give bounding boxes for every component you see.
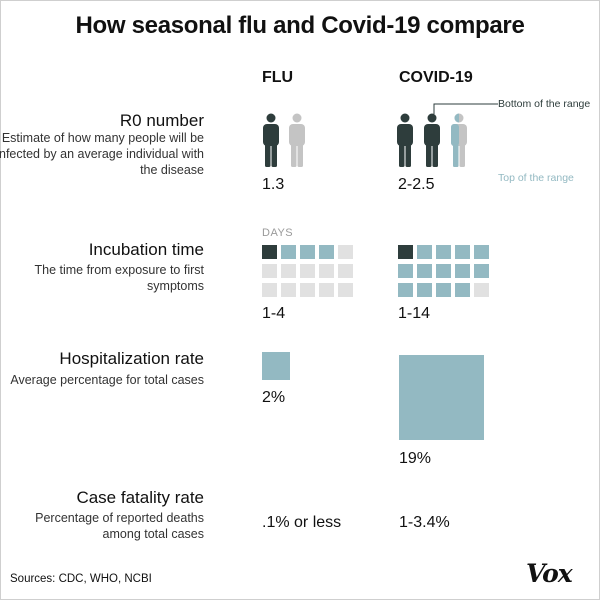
flu-incubation-value: 1-4 [262,305,286,322]
r0-title: R0 number [119,111,204,130]
flu-day-cell-empty [262,264,277,278]
flu-day-cell-empty [281,264,296,278]
flu-day-cell-empty [338,283,353,297]
person-icon [263,113,279,167]
flu-fatality-value: .1% or less [262,514,342,531]
covid-day-cell-top [455,264,470,278]
fatality-description: Percentage of reported deaths among tota… [35,511,204,541]
legend-top-of-range: Top of the range [498,172,574,184]
incubation-description: The time from exposure to first symptoms [34,263,204,293]
person-icon [289,113,305,167]
covid-day-cell-top [455,245,470,259]
flu-day-cell-empty [300,264,315,278]
covid-incubation-value: 1-14 [398,305,431,322]
vox-logo: Vox [526,559,573,588]
hospitalization-description: Average percentage for total cases [10,373,204,387]
flu-day-cell-empty [338,264,353,278]
hospitalization-title: Hospitalization rate [59,349,204,368]
covid-day-cell-top [417,264,432,278]
person-icon [397,113,413,167]
flu-incubation-grid [262,245,353,297]
flu-day-cell-empty [262,283,277,297]
covid-day-cell-bottom [398,245,413,259]
flu-day-cell-empty [338,245,353,259]
covid-day-cell-top [474,264,489,278]
sources-credit: Sources: CDC, WHO, NCBI [10,573,152,585]
flu-day-cell-top [300,245,315,259]
flu-day-cell-top [319,245,334,259]
covid-day-cell-top [417,283,432,297]
flu-day-cell-bottom [262,245,277,259]
column-header-flu: FLU [262,69,294,86]
covid-day-cell-empty [474,283,489,297]
covid-incubation-grid [398,245,489,297]
flu-hospitalization-square [262,352,290,380]
annotation-leader-line [433,103,498,114]
flu-day-cell-top [281,245,296,259]
column-header-covid: COVID-19 [399,69,473,86]
fatality-title: Case fatality rate [76,488,204,507]
covid-day-cell-top [398,283,413,297]
covid-day-cell-top [436,264,451,278]
covid-day-cell-top [474,245,489,259]
days-label: DAYS [262,227,294,239]
incubation-title: Incubation time [88,240,204,259]
half-person-icon [451,113,467,167]
r0-description: Estimate of how many people will be infe… [0,131,204,177]
covid-hospitalization-square [399,355,484,440]
covid-day-cell-top [417,245,432,259]
page-title: How seasonal flu and Covid-19 compare [75,12,525,39]
covid-day-cell-top [398,264,413,278]
flu-day-cell-empty [319,283,334,297]
covid-r0-value: 2-2.5 [398,176,435,193]
flu-day-cell-empty [319,264,334,278]
covid-fatality-value: 1-3.4% [399,514,450,531]
person-icon [424,113,440,167]
flu-r0-value: 1.3 [262,176,285,193]
flu-day-cell-empty [300,283,315,297]
legend-bottom-of-range: Bottom of the range [498,98,591,110]
covid-hospitalization-value: 19% [399,450,432,467]
flu-day-cell-empty [281,283,296,297]
covid-day-cell-top [436,245,451,259]
covid-day-cell-top [455,283,470,297]
covid-day-cell-top [436,283,451,297]
flu-hospitalization-value: 2% [262,389,286,406]
